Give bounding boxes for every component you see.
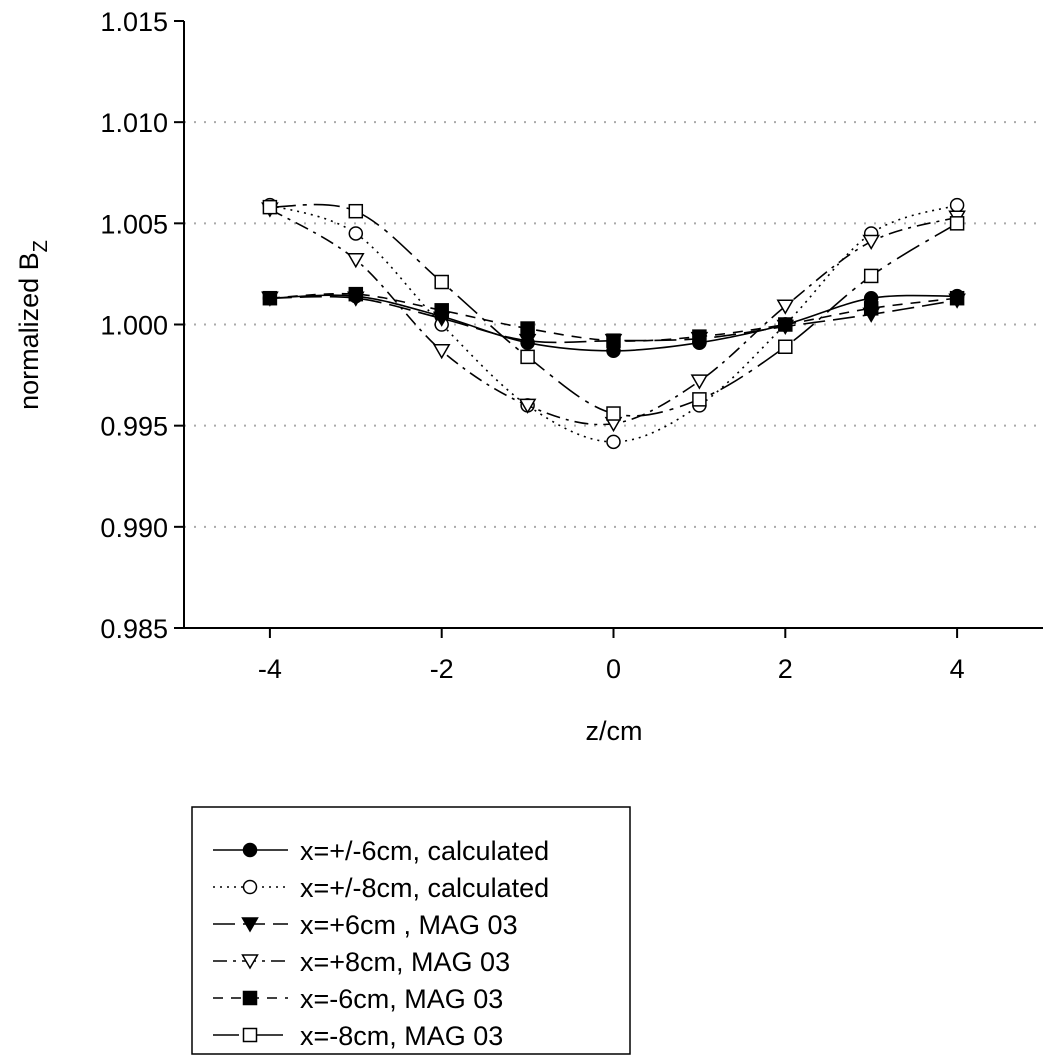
legend-label: x=-8cm, MAG 03 <box>300 1021 503 1051</box>
data-point <box>862 234 880 251</box>
data-point <box>949 290 965 306</box>
x-tick-label: 0 <box>606 654 621 684</box>
y-tick-label: 1.015 <box>100 7 168 37</box>
data-point <box>520 321 535 336</box>
y-tick-label: 1.005 <box>100 209 168 239</box>
data-point <box>863 301 879 316</box>
data-point <box>778 339 793 355</box>
legend-marker <box>241 954 259 970</box>
data-point <box>776 299 795 315</box>
y-tick-label: 0.990 <box>100 513 168 543</box>
x-tick-label: 4 <box>950 654 965 684</box>
grid <box>184 121 1043 528</box>
legend: x=+/-6cm, calculated x=+/-8cm, calculated… <box>191 806 631 1055</box>
x-tick-label: -4 <box>258 654 282 684</box>
legend-marker <box>241 917 259 933</box>
data-point <box>690 374 709 390</box>
legend-item: x=+/-8cm, calculated <box>213 873 549 903</box>
data-point <box>518 398 537 414</box>
series-5 <box>262 286 965 348</box>
legend-label: x=+/-8cm, calculated <box>300 873 549 903</box>
data-point <box>606 434 621 450</box>
data-point <box>949 197 965 213</box>
legend-item: x=+6cm , MAG 03 <box>213 910 518 940</box>
data-point <box>949 216 965 231</box>
ticks: 0.985 0.990 0.995 1.000 1.005 1.010 1.015 -4 -2 0… <box>100 7 964 684</box>
y-axis-title-main: normalized B <box>14 252 44 410</box>
data-point <box>347 253 365 269</box>
data-point <box>863 268 879 284</box>
x-axis-title: z/cm <box>586 716 643 746</box>
data-point <box>432 344 451 360</box>
legend-item: x=+8cm, MAG 03 <box>213 947 510 977</box>
y-tick-label: 1.010 <box>100 108 168 138</box>
data-point <box>520 349 535 365</box>
legend-label: x=+8cm, MAG 03 <box>300 947 510 977</box>
legend-marker <box>242 879 258 895</box>
data-point <box>262 290 278 306</box>
series-line <box>269 203 958 417</box>
y-axis-title: normalized BZ <box>14 240 52 410</box>
legend-label: x=-6cm, MAG 03 <box>300 984 503 1014</box>
data-point <box>434 303 449 318</box>
legend-marker <box>242 842 258 858</box>
legend-marker <box>242 1027 258 1043</box>
legend-label: x=+6cm , MAG 03 <box>300 910 518 940</box>
legend-marker <box>242 990 258 1006</box>
data-point <box>434 274 449 290</box>
legend-item: x=-8cm, MAG 03 <box>213 1021 503 1051</box>
data-point <box>348 226 364 241</box>
y-tick-label: 0.985 <box>100 614 168 644</box>
data-point <box>606 406 621 421</box>
y-tick-label: 1.000 <box>100 311 168 341</box>
legend-box <box>191 806 631 1055</box>
series-4 <box>261 202 966 433</box>
data-point <box>692 392 707 407</box>
data-point <box>692 329 707 344</box>
series-group <box>261 197 966 450</box>
legend-label: x=+/-6cm, calculated <box>300 836 549 866</box>
data-point <box>606 333 621 348</box>
series-6 <box>262 199 965 421</box>
legend-item: x=+/-6cm, calculated <box>213 836 549 866</box>
y-tick-label: 0.995 <box>100 412 168 442</box>
x-tick-label: -2 <box>430 654 454 684</box>
data-point <box>348 203 364 219</box>
y-axis-title-subscript: Z <box>30 240 52 252</box>
x-tick-label: 2 <box>778 654 793 684</box>
legend-item: x=-6cm, MAG 03 <box>213 984 503 1014</box>
data-point <box>348 286 364 302</box>
data-point <box>778 317 793 332</box>
data-point <box>262 199 278 215</box>
